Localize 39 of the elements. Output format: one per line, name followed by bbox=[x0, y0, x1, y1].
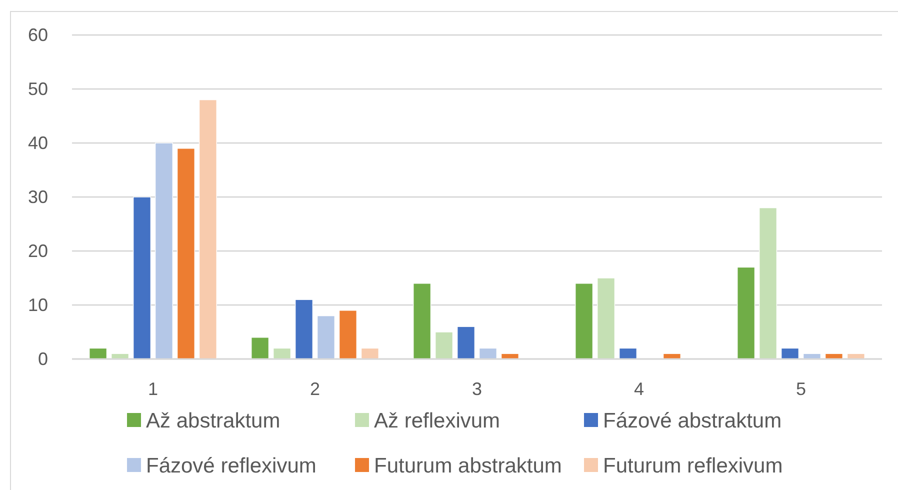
bar bbox=[737, 266, 756, 360]
legend-label: Až abstraktum bbox=[146, 409, 280, 432]
bar bbox=[176, 148, 196, 360]
bar bbox=[360, 348, 379, 360]
bar bbox=[780, 348, 800, 360]
legend-label: Až reflexivum bbox=[374, 409, 500, 432]
bar bbox=[132, 196, 152, 360]
x-tick-label: 2 bbox=[310, 378, 320, 399]
x-tick-label: 1 bbox=[148, 378, 158, 399]
bar bbox=[338, 310, 358, 360]
bar bbox=[596, 278, 616, 360]
bar bbox=[434, 332, 454, 360]
x-tick-label: 3 bbox=[472, 378, 482, 399]
y-tick-label: 50 bbox=[28, 78, 48, 99]
bar bbox=[618, 348, 638, 360]
legend-label: Futurum abstraktum bbox=[374, 454, 562, 478]
x-tick-label: 4 bbox=[634, 378, 644, 399]
x-tick-label: 5 bbox=[796, 378, 806, 399]
bar bbox=[154, 142, 174, 360]
bar bbox=[89, 348, 108, 360]
y-tick-label: 0 bbox=[38, 348, 48, 369]
bar bbox=[478, 348, 498, 360]
bar bbox=[294, 299, 314, 360]
bar bbox=[251, 337, 270, 360]
bar bbox=[272, 348, 292, 360]
y-tick-label: 10 bbox=[28, 294, 48, 315]
legend-label: Fázové reflexivum bbox=[146, 454, 316, 478]
bar bbox=[575, 283, 594, 360]
bar bbox=[198, 99, 217, 360]
bar bbox=[758, 207, 778, 360]
legend-label: Futurum reflexivum bbox=[603, 454, 783, 478]
bar bbox=[456, 326, 476, 360]
y-tick-label: 40 bbox=[28, 132, 48, 153]
legend-label: Fázové abstraktum bbox=[603, 409, 782, 432]
bar bbox=[316, 315, 336, 360]
y-tick-label: 30 bbox=[28, 186, 48, 207]
y-tick-label: 20 bbox=[28, 240, 48, 261]
y-tick-label: 60 bbox=[28, 24, 48, 45]
bar bbox=[413, 283, 432, 360]
